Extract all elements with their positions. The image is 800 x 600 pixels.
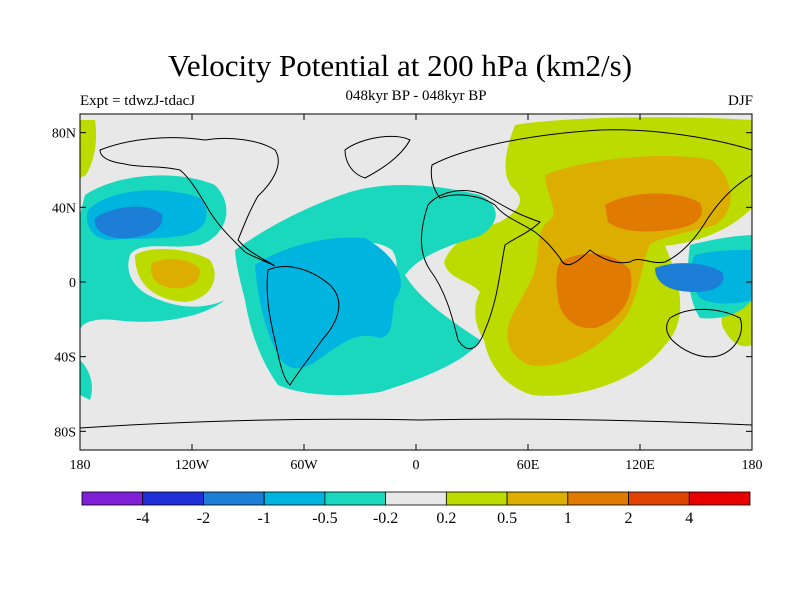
colorbar-label: 1	[564, 510, 572, 527]
colorbar: -4 -2 -1 -0.5 -0.2 0.2 0.5 1 2 4	[81, 491, 751, 527]
colorbar-swatch	[81, 491, 144, 506]
colorbar-swatch	[263, 491, 326, 506]
lon-tick-label: 60E	[517, 458, 540, 473]
lat-tick-label: 40N	[52, 201, 76, 216]
experiment-label: Expt = tdwzJ-tdacJ	[80, 93, 196, 109]
colorbar-label: 0.5	[497, 510, 517, 527]
lat-tick-label: 40S	[54, 351, 76, 366]
lon-tick-label: 0	[413, 458, 420, 473]
coastlines	[80, 129, 752, 429]
contour-level-1	[556, 193, 702, 329]
colorbar-swatch	[445, 491, 508, 506]
latitude-axis: 80N 40N 0 40S 80S	[52, 127, 752, 440]
colorbar-label: -0.5	[312, 510, 337, 527]
lat-tick-label: 0	[69, 276, 76, 291]
season-label: DJF	[727, 93, 753, 109]
longitude-axis: 180 120W 60W 0 60E 120E 180	[70, 114, 763, 473]
colorbar-swatch	[385, 491, 447, 506]
colorbar-swatch	[203, 491, 265, 506]
map-plot-area	[80, 114, 752, 450]
colorbar-label: 4	[685, 510, 693, 527]
lon-tick-label: 120E	[625, 458, 655, 473]
colorbar-label: -4	[136, 510, 149, 527]
lon-tick-label: 180	[742, 458, 763, 473]
colorbar-swatch	[567, 491, 629, 506]
colorbar-label: -2	[197, 510, 210, 527]
colorbar-label: 0.2	[436, 510, 456, 527]
colorbar-swatch	[628, 491, 690, 506]
page-title: Velocity Potential at 200 hPa (km2/s)	[167, 48, 633, 83]
colorbar-label: -1	[258, 510, 271, 527]
contour-level-neg1	[94, 206, 724, 292]
colorbar-swatch	[142, 491, 204, 506]
colorbar-swatch	[324, 491, 387, 506]
lat-tick-label: 80N	[52, 127, 76, 142]
colorbar-label: 2	[625, 510, 633, 527]
lon-tick-label: 180	[70, 458, 91, 473]
colorbar-label: -0.2	[373, 510, 398, 527]
lat-tick-label: 80S	[54, 425, 76, 440]
lon-tick-label: 60W	[290, 458, 318, 473]
subtitle: 048kyr BP - 048kyr BP	[345, 88, 487, 104]
colorbar-swatch	[506, 491, 569, 506]
lon-tick-label: 120W	[175, 458, 210, 473]
colorbar-swatch	[688, 491, 751, 506]
